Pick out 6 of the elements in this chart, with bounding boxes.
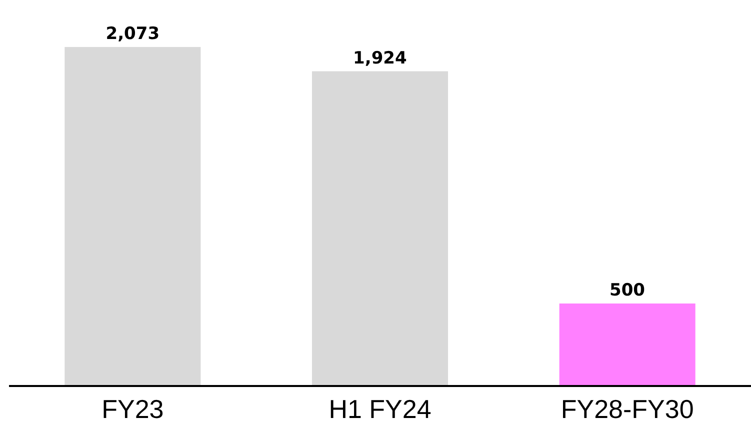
- data-label: 500: [610, 280, 646, 300]
- x-tick-label: H1 FY24: [328, 394, 432, 424]
- data-label: 2,073: [106, 24, 160, 44]
- x-tick-label: FY23: [102, 394, 164, 424]
- data-label: 1,924: [353, 48, 407, 68]
- x-tick-label: FY28-FY30: [560, 394, 694, 424]
